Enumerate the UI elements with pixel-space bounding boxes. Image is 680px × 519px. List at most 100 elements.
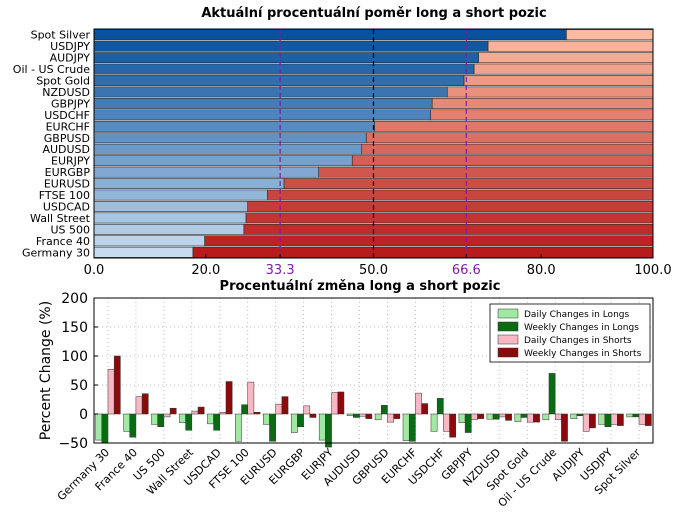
bar-weekly-changes-in-longs-gbpusd <box>381 405 388 415</box>
bar-weekly-changes-in-shorts-usdcad <box>225 381 233 415</box>
bar-weekly-changes-in-longs-gbpjpy <box>464 413 472 433</box>
long-bar-eurchf <box>93 120 375 132</box>
top-category-label: USDCHF <box>44 109 90 122</box>
long-bar-spot-gold <box>93 75 465 86</box>
top-category-label: NZDUSD <box>42 86 90 99</box>
bar-daily-changes-in-longs-usdcad <box>207 413 214 425</box>
y-tick-label: −50 <box>58 436 88 452</box>
bar-daily-changes-in-shorts-france-40 <box>135 396 143 415</box>
bar-weekly-changes-in-longs-oil-us-crude <box>548 373 556 415</box>
bar-daily-changes-in-longs-wall-street <box>179 413 186 423</box>
bar-daily-changes-in-longs-spot-gold <box>514 413 522 422</box>
bar-daily-changes-in-longs-spot-silver <box>626 413 634 418</box>
top-chart-reference-lines <box>279 29 467 258</box>
top-category-label: AUDUSD <box>42 143 90 156</box>
bar-daily-changes-in-shorts-oil-us-crude <box>554 413 562 421</box>
long-bar-gbpjpy <box>93 98 433 109</box>
short-bar-gbpjpy <box>431 98 654 109</box>
x-tick-label: 0.0 <box>84 263 105 278</box>
bar-daily-changes-in-longs-germany-30 <box>95 413 103 441</box>
bar-daily-changes-in-shorts-spot-silver <box>638 413 646 425</box>
x-tick-label: 50.0 <box>359 263 388 278</box>
short-bar-spot-silver <box>566 29 654 41</box>
bar-weekly-changes-in-shorts-wall-street <box>197 406 205 415</box>
bar-daily-changes-in-shorts-spot-gold <box>526 413 534 423</box>
x-tick-label: 33.3 <box>266 263 295 278</box>
bar-weekly-changes-in-longs-spot-gold <box>520 413 528 418</box>
bar-daily-changes-in-longs-ftse-100 <box>235 413 242 442</box>
y-tick-label: 0 <box>79 407 88 423</box>
bar-weekly-changes-in-shorts-us-500 <box>169 407 177 415</box>
bar-weekly-changes-in-shorts-usdjpy <box>617 413 624 426</box>
bar-daily-changes-in-longs-usdjpy <box>598 413 606 425</box>
bar-weekly-changes-in-longs-eurjpy <box>325 413 332 448</box>
top-category-label: Wall Street <box>30 212 91 225</box>
legend-label: Weekly Changes in Longs <box>524 323 639 333</box>
bar-weekly-changes-in-shorts-gbpjpy <box>477 413 484 419</box>
short-bar-spot-gold <box>463 75 654 86</box>
short-bar-nzdusd <box>446 86 654 98</box>
top-category-label: EURJPY <box>51 155 90 168</box>
bar-daily-changes-in-shorts-gbpusd <box>387 413 394 423</box>
legend-swatch <box>497 347 519 358</box>
bar-weekly-changes-in-longs-ftse-100 <box>241 404 248 415</box>
long-bar-usdchf <box>93 109 431 121</box>
bar-weekly-changes-in-shorts-audjpy <box>589 413 596 429</box>
short-bar-eurusd <box>283 178 654 189</box>
top-category-label: USDJPY <box>50 40 90 53</box>
long-bar-nzdusd <box>93 86 448 98</box>
legend-label: Daily Changes in Longs <box>524 310 629 320</box>
bottom-chart-legend: Daily Changes in Longs Weekly Changes in … <box>489 303 651 363</box>
bar-weekly-changes-in-shorts-spot-silver <box>644 413 652 426</box>
short-bar-gbpusd <box>365 132 654 144</box>
bar-daily-changes-in-longs-france-40 <box>123 413 130 432</box>
long-bar-usdcad <box>93 201 249 212</box>
top-category-label: USDCAD <box>43 200 90 213</box>
bar-weekly-changes-in-longs-spot-silver <box>632 413 640 418</box>
bar-daily-changes-in-shorts-eurgbp <box>303 405 311 415</box>
top-chart-bars <box>93 29 654 258</box>
bar-daily-changes-in-shorts-usdjpy <box>610 413 618 425</box>
long-bar-eurjpy <box>93 155 353 167</box>
bar-weekly-changes-in-shorts-spot-gold <box>533 413 540 423</box>
bar-daily-changes-in-shorts-nzdusd <box>499 413 506 418</box>
bar-daily-changes-in-longs-us-500 <box>151 413 158 425</box>
short-bar-usdchf <box>430 109 654 121</box>
short-bar-eurgbp <box>318 166 654 178</box>
long-bar-us-500 <box>93 223 245 235</box>
short-bar-france-40 <box>204 235 654 247</box>
top-category-label: EURGBP <box>45 166 91 179</box>
bar-daily-changes-in-longs-eurchf <box>402 413 410 441</box>
long-bar-eurgbp <box>93 166 320 178</box>
short-bar-oil-us-crude <box>473 63 654 75</box>
top-category-label: GBPJPY <box>51 97 90 110</box>
short-bar-germany-30 <box>192 246 654 258</box>
bar-daily-changes-in-longs-gbpusd <box>374 413 382 421</box>
short-bar-us-500 <box>243 223 654 235</box>
bar-weekly-changes-in-shorts-eurchf <box>421 403 429 415</box>
bar-daily-changes-in-shorts-ftse-100 <box>247 381 255 415</box>
long-bar-audjpy <box>93 52 479 64</box>
top-category-label: Spot Gold <box>36 75 90 88</box>
short-bar-eurjpy <box>351 155 654 167</box>
bar-daily-changes-in-shorts-usdchf <box>443 413 450 432</box>
long-bar-france-40 <box>93 235 205 247</box>
bar-weekly-changes-in-shorts-nzdusd <box>505 413 512 421</box>
y-tick-label: 150 <box>61 320 88 336</box>
bar-weekly-changes-in-longs-audjpy <box>576 413 584 416</box>
bar-weekly-changes-in-longs-us-500 <box>157 413 165 428</box>
bar-weekly-changes-in-longs-eurusd <box>269 413 276 442</box>
short-bar-audjpy <box>478 52 654 64</box>
bar-daily-changes-in-longs-eurjpy <box>318 413 326 441</box>
top-category-label: GBPUSD <box>44 132 90 145</box>
bar-weekly-changes-in-longs-usdcad <box>213 413 221 431</box>
bar-weekly-changes-in-longs-germany-30 <box>101 413 109 444</box>
short-bar-wall-street <box>245 212 654 224</box>
short-bar-ftse-100 <box>266 189 654 201</box>
bar-weekly-changes-in-shorts-eurusd <box>281 396 289 415</box>
bar-weekly-changes-in-shorts-germany-30 <box>113 355 121 415</box>
short-bar-audusd <box>361 143 654 155</box>
